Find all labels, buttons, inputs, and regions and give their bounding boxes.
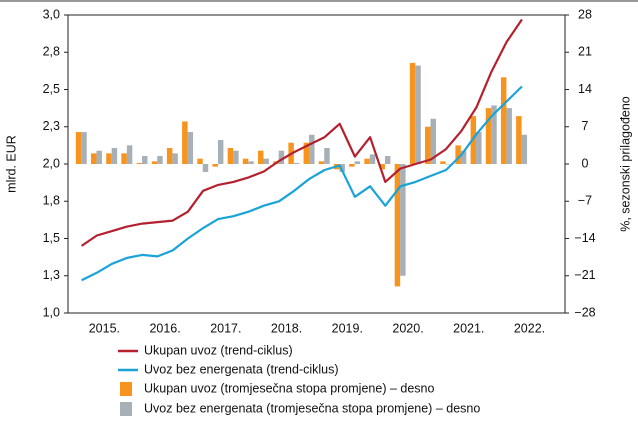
bar [430, 118, 436, 164]
bar [263, 158, 269, 164]
bar [212, 164, 218, 167]
y-tick-label: 2,3 [43, 119, 60, 133]
y-tick-label: 1,8 [43, 194, 60, 208]
bar [126, 145, 133, 164]
bar [339, 164, 345, 172]
y2-tick-label: 21 [578, 45, 592, 59]
bar [233, 150, 239, 164]
y-tick-label: 2,5 [43, 82, 60, 96]
bar [440, 161, 446, 164]
bar [349, 164, 355, 167]
bar [369, 154, 376, 164]
x-tick-label: 2018. [271, 321, 302, 335]
bar [187, 132, 194, 164]
x-tick-label: 2022. [514, 321, 545, 335]
y-axis-label: mlrd. EUR [4, 135, 18, 193]
bar [202, 164, 209, 172]
y-tick-label: 3,0 [43, 7, 60, 21]
bar [354, 161, 361, 164]
plot-frame [67, 14, 566, 314]
bar [242, 158, 249, 164]
bar [258, 150, 264, 164]
legend-swatch [120, 402, 132, 416]
bar [364, 158, 370, 164]
y-tick-label: 2,0 [43, 156, 60, 170]
bar [445, 164, 452, 165]
bar [384, 156, 391, 164]
bar [217, 140, 224, 164]
bar [121, 153, 127, 164]
y2-tick-label: −7 [578, 194, 592, 208]
bar [182, 121, 188, 164]
y2-tick-label: −21 [574, 268, 595, 282]
y2-tick-label: 0 [582, 156, 589, 170]
y-tick-label: 1,5 [43, 231, 60, 245]
bar [455, 145, 461, 164]
y2-tick-label: −14 [574, 231, 595, 245]
bar [75, 132, 82, 164]
bar [106, 153, 112, 164]
bar [379, 164, 385, 170]
bar [81, 132, 87, 164]
legend-label: Ukupan uvoz (trend-ciklus) [144, 343, 293, 357]
bar [460, 150, 467, 164]
bar [248, 161, 254, 164]
bar [111, 148, 118, 164]
bar [157, 156, 163, 164]
bar [521, 134, 528, 164]
bar [485, 108, 492, 164]
legend-label: Uvoz bez energenata (trend-ciklus) [144, 362, 339, 376]
bar [91, 153, 97, 164]
bar [142, 156, 148, 164]
bar [324, 148, 330, 164]
y2-tick-label: −28 [574, 305, 595, 319]
y-tick-label: 1,3 [43, 268, 60, 282]
y2-axis-label: %, sezonski prilagođeno [618, 96, 632, 232]
x-tick-label: 2015. [89, 321, 120, 335]
bar [96, 150, 102, 164]
bar [309, 134, 315, 164]
bar [476, 132, 482, 164]
line-series [81, 85, 523, 282]
bar [409, 62, 416, 165]
legend-label: Uvoz bez energenata (tromjesečna stopa p… [144, 401, 480, 415]
bar [318, 161, 325, 164]
bar [293, 162, 300, 164]
bar [303, 142, 310, 164]
bar [516, 116, 522, 164]
bar [227, 148, 234, 164]
bar [197, 158, 203, 164]
x-tick-label: 2021. [453, 321, 484, 335]
bar [425, 126, 431, 164]
bar [166, 148, 173, 164]
legend-label: Ukupan uvoz (tromjesečna stopa promjene)… [144, 381, 434, 395]
bar [151, 161, 158, 164]
x-tick-label: 2020. [392, 321, 423, 335]
line-series [80, 18, 523, 247]
bar [506, 108, 512, 164]
bar [500, 77, 507, 164]
bar [136, 162, 143, 164]
bar [491, 105, 497, 164]
y2-tick-label: 28 [578, 7, 592, 21]
x-tick-label: 2017. [210, 321, 241, 335]
bar [394, 164, 401, 287]
bar [172, 153, 178, 164]
bar [278, 150, 285, 164]
bar [400, 164, 406, 276]
bar [415, 65, 421, 164]
x-tick-label: 2019. [332, 321, 363, 335]
x-tick-label: 2016. [149, 321, 180, 335]
y2-tick-label: 7 [582, 119, 589, 133]
y-tick-label: 2,8 [43, 45, 60, 59]
y2-tick-label: 14 [578, 82, 592, 96]
y-tick-label: 1,0 [43, 305, 60, 319]
legend-swatch [120, 382, 132, 396]
